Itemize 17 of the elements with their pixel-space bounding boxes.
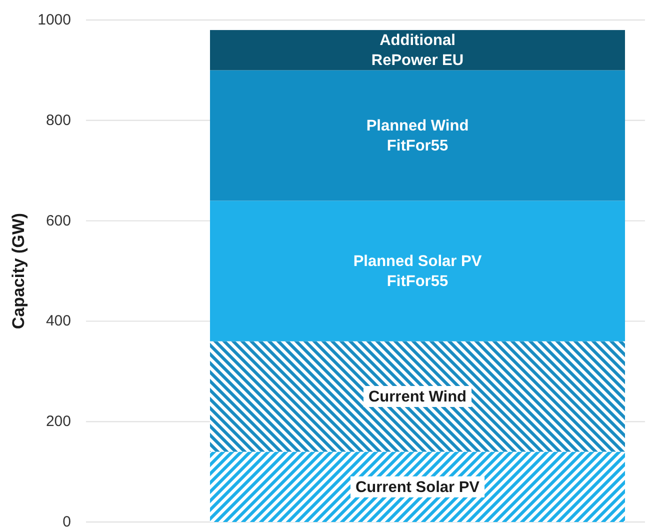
series-label: Additional RePower EU: [371, 32, 464, 69]
bar: [210, 70, 625, 201]
y-tick-label: 200: [46, 413, 71, 430]
series-label: Current Solar PV: [355, 478, 480, 496]
y-tick-label: 800: [46, 112, 71, 129]
y-tick-label: 1000: [38, 12, 71, 28]
series-label: Planned Solar PV FitFor55: [353, 252, 482, 290]
bar: [210, 452, 625, 522]
bar: [210, 30, 625, 70]
y-tick-label: 400: [46, 312, 71, 330]
series-label: Current Wind: [368, 388, 467, 405]
y-axis-title: Capacity (GW): [9, 212, 28, 330]
bar: [210, 341, 625, 452]
bar: [210, 200, 625, 342]
series-label: Planned Wind FitFor55: [366, 116, 469, 154]
y-tick-label: 600: [46, 212, 71, 230]
y-tick-label: 0: [62, 514, 71, 530]
